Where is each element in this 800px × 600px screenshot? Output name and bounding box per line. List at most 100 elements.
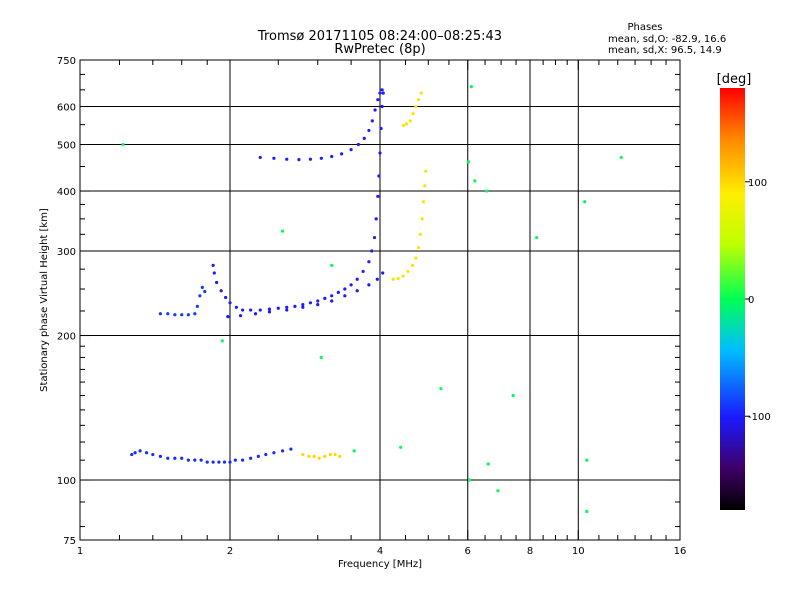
stats-o-line: mean, sd,O: -82.9, 16.6 bbox=[608, 34, 726, 45]
data-point bbox=[420, 217, 424, 221]
data-point bbox=[226, 315, 230, 319]
data-point bbox=[496, 489, 500, 493]
data-point bbox=[203, 289, 207, 294]
data-point bbox=[264, 452, 268, 457]
data-point bbox=[285, 157, 289, 161]
colorbar-tick-label: 0 bbox=[748, 295, 754, 306]
colorbar-label: [deg] bbox=[717, 72, 752, 87]
stats-title: Phases bbox=[627, 22, 662, 33]
data-point bbox=[343, 294, 347, 298]
data-point bbox=[535, 235, 539, 240]
data-point bbox=[121, 142, 125, 147]
data-point bbox=[308, 157, 313, 161]
data-point bbox=[307, 454, 311, 459]
data-point bbox=[356, 142, 360, 147]
data-point bbox=[319, 355, 323, 360]
data-point bbox=[378, 91, 382, 95]
data-point bbox=[138, 449, 142, 453]
data-point bbox=[258, 308, 262, 312]
x-axis-label: Frequency [MHz] bbox=[338, 559, 422, 570]
data-point bbox=[133, 451, 137, 455]
colorbar-tick-label: 100 bbox=[748, 178, 767, 189]
data-point bbox=[151, 452, 155, 457]
data-point bbox=[233, 458, 237, 462]
data-point bbox=[419, 91, 423, 95]
data-point bbox=[180, 313, 184, 317]
colorbar-ticks: 100 0 -100 bbox=[745, 178, 771, 423]
data-point bbox=[404, 122, 409, 126]
data-point bbox=[467, 478, 472, 482]
data-point bbox=[220, 339, 224, 343]
data-point bbox=[377, 174, 381, 178]
data-point bbox=[316, 302, 320, 307]
data-point bbox=[349, 283, 353, 287]
data-point bbox=[217, 460, 221, 464]
data-point bbox=[319, 156, 323, 160]
chart-subtitle: RwPretec (8p) bbox=[334, 42, 425, 57]
data-point bbox=[241, 458, 245, 462]
data-point bbox=[396, 276, 400, 281]
x-tick-label: 1 bbox=[77, 546, 83, 557]
x-tick-label: 8 bbox=[527, 546, 533, 557]
x-tick-label: 2 bbox=[227, 546, 233, 557]
data-point bbox=[410, 263, 415, 267]
data-point bbox=[238, 314, 243, 318]
data-point bbox=[511, 393, 515, 398]
data-point bbox=[228, 301, 232, 305]
data-point bbox=[285, 305, 289, 309]
data-point bbox=[272, 451, 276, 455]
data-point bbox=[381, 91, 385, 95]
data-point bbox=[361, 269, 365, 274]
data-point bbox=[378, 151, 382, 155]
data-point bbox=[219, 289, 223, 293]
data-point bbox=[374, 217, 378, 221]
data-point bbox=[267, 310, 272, 314]
data-point bbox=[249, 456, 253, 460]
data-point bbox=[198, 294, 202, 298]
data-point bbox=[205, 460, 209, 464]
data-point bbox=[253, 312, 258, 316]
data-point bbox=[280, 229, 285, 233]
data-point bbox=[267, 307, 272, 311]
y-tick-label: 100 bbox=[57, 476, 76, 487]
data-point bbox=[256, 454, 260, 459]
data-point bbox=[411, 111, 415, 116]
data-point bbox=[249, 308, 253, 312]
data-point bbox=[241, 308, 245, 312]
data-point bbox=[166, 456, 170, 460]
data-point bbox=[158, 312, 163, 316]
data-point bbox=[408, 119, 412, 123]
data-point bbox=[367, 128, 371, 133]
data-point bbox=[486, 462, 490, 466]
data-point bbox=[323, 296, 327, 300]
colorbar-tick-label: -100 bbox=[748, 412, 771, 423]
data-point bbox=[215, 280, 219, 285]
data-point bbox=[186, 458, 190, 462]
data-point bbox=[336, 290, 340, 294]
data-point bbox=[416, 98, 421, 102]
data-point bbox=[308, 301, 313, 305]
y-tick-label: 200 bbox=[57, 332, 76, 343]
data-point bbox=[619, 155, 623, 160]
data-points bbox=[121, 85, 623, 514]
data-point bbox=[280, 449, 285, 453]
data-point bbox=[180, 456, 184, 460]
data-point bbox=[372, 235, 377, 240]
data-point bbox=[401, 274, 405, 278]
x-tick-label: 6 bbox=[465, 546, 471, 557]
data-point bbox=[272, 156, 276, 160]
data-point bbox=[340, 152, 344, 156]
data-point bbox=[373, 108, 377, 112]
data-point bbox=[301, 305, 305, 309]
y-tick-label: 400 bbox=[57, 187, 76, 198]
data-point bbox=[285, 308, 289, 312]
data-point bbox=[316, 299, 320, 303]
data-point bbox=[401, 123, 406, 128]
data-point bbox=[330, 263, 334, 267]
data-point bbox=[199, 458, 203, 462]
data-point bbox=[224, 295, 228, 300]
data-point bbox=[355, 277, 359, 281]
data-point bbox=[349, 147, 353, 152]
